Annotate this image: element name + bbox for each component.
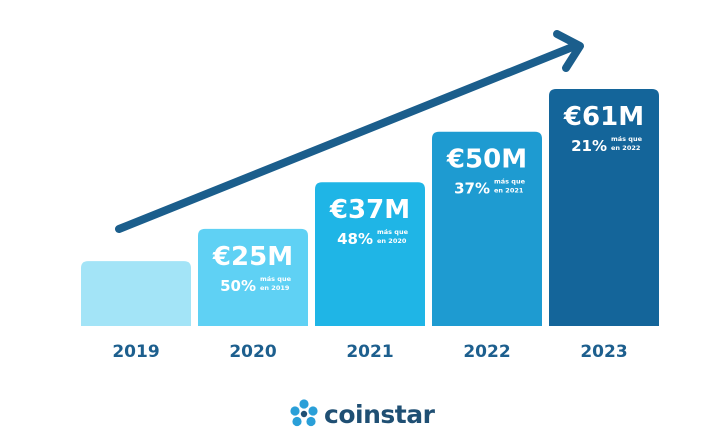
trend-arrow-head-icon bbox=[553, 30, 584, 72]
growth-percent: 50% bbox=[220, 277, 256, 295]
growth-percent: 37% bbox=[454, 180, 490, 198]
coinstar-logo: coinstar bbox=[288, 396, 435, 432]
growth-note-line2: en 2022 bbox=[611, 144, 640, 152]
bar-value-label: €37M bbox=[329, 195, 410, 225]
x-tick-label: 2021 bbox=[346, 342, 393, 362]
growth-note-line1: más que bbox=[377, 228, 409, 236]
bar-value-label: €61M bbox=[563, 102, 644, 132]
bar-2020 bbox=[198, 228, 308, 326]
x-tick-label: 2020 bbox=[229, 342, 276, 362]
growth-percent: 48% bbox=[337, 230, 373, 248]
x-tick-label: 2019 bbox=[112, 342, 159, 362]
growth-note-line2: en 2021 bbox=[494, 187, 524, 195]
growth-note-line1: más que bbox=[260, 275, 292, 283]
bar-value-label: €25M bbox=[212, 242, 293, 272]
growth-note-line1: más que bbox=[611, 135, 643, 143]
bar-2022 bbox=[432, 131, 542, 326]
trend-arrow bbox=[115, 30, 584, 233]
growth-note-line2: en 2020 bbox=[377, 237, 407, 245]
brand-name: coinstar bbox=[324, 399, 435, 429]
growth-note-line2: en 2019 bbox=[260, 284, 290, 292]
coinstar-mark-icon bbox=[290, 399, 318, 427]
bar-2019 bbox=[81, 261, 191, 326]
x-tick-label: 2023 bbox=[580, 342, 627, 362]
growth-note-line1: más que bbox=[494, 178, 526, 186]
bar-2023 bbox=[549, 89, 659, 326]
trend-arrow-shaft bbox=[115, 42, 579, 233]
bar-value-label: €50M bbox=[446, 145, 527, 175]
growth-percent: 21% bbox=[571, 137, 607, 155]
x-tick-label: 2022 bbox=[463, 342, 510, 362]
bar-2021 bbox=[315, 182, 425, 326]
